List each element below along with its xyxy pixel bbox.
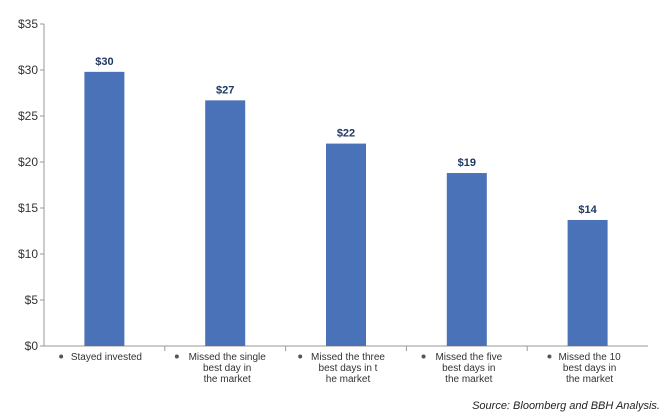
- category-label: Missed the 10: [558, 352, 621, 363]
- category-label: best days in: [563, 363, 616, 374]
- category-label: best days in t: [319, 363, 378, 374]
- category-label: Missed the single: [189, 352, 267, 363]
- y-tick-label: $5: [25, 293, 39, 307]
- category-label: Missed the three: [311, 352, 385, 363]
- category-label: the market: [566, 374, 613, 385]
- y-axis: $0 $5 $10 $15 $20 $25 $30 $35: [18, 17, 648, 353]
- bars: $30 $27 $22 $19 $14: [84, 56, 608, 346]
- data-label: $27: [216, 84, 234, 96]
- category-label: best day in: [203, 363, 251, 374]
- data-label: $14: [578, 204, 597, 216]
- category-bullet: [298, 354, 303, 359]
- category-label: the market: [204, 374, 251, 385]
- data-label: $19: [458, 157, 476, 169]
- category-label: the market: [445, 374, 492, 385]
- category-bullet: [421, 354, 426, 359]
- y-tick-label: $10: [18, 247, 38, 261]
- category-label: Missed the five: [435, 352, 502, 363]
- y-tick-label: $35: [18, 17, 38, 31]
- bar: [205, 100, 246, 346]
- category-label: best days in: [442, 363, 495, 374]
- category-bullet: [174, 354, 179, 359]
- data-label: $22: [337, 128, 355, 140]
- category-bullet: [59, 354, 64, 359]
- y-tick-label: $0: [25, 339, 39, 353]
- bar: [446, 173, 487, 346]
- category-label: he market: [326, 374, 371, 385]
- bar: [326, 143, 366, 346]
- bar: [567, 219, 608, 346]
- source-note: Source: Bloomberg and BBH Analysis.: [472, 400, 660, 412]
- y-tick-label: $15: [18, 201, 38, 215]
- y-tick-label: $20: [18, 155, 38, 169]
- bar: [84, 71, 125, 346]
- data-label: $30: [95, 56, 113, 68]
- category-bullet: [547, 354, 552, 359]
- category-label: Stayed invested: [71, 352, 142, 363]
- y-tick-label: $30: [18, 63, 38, 77]
- y-tick-label: $25: [18, 109, 38, 123]
